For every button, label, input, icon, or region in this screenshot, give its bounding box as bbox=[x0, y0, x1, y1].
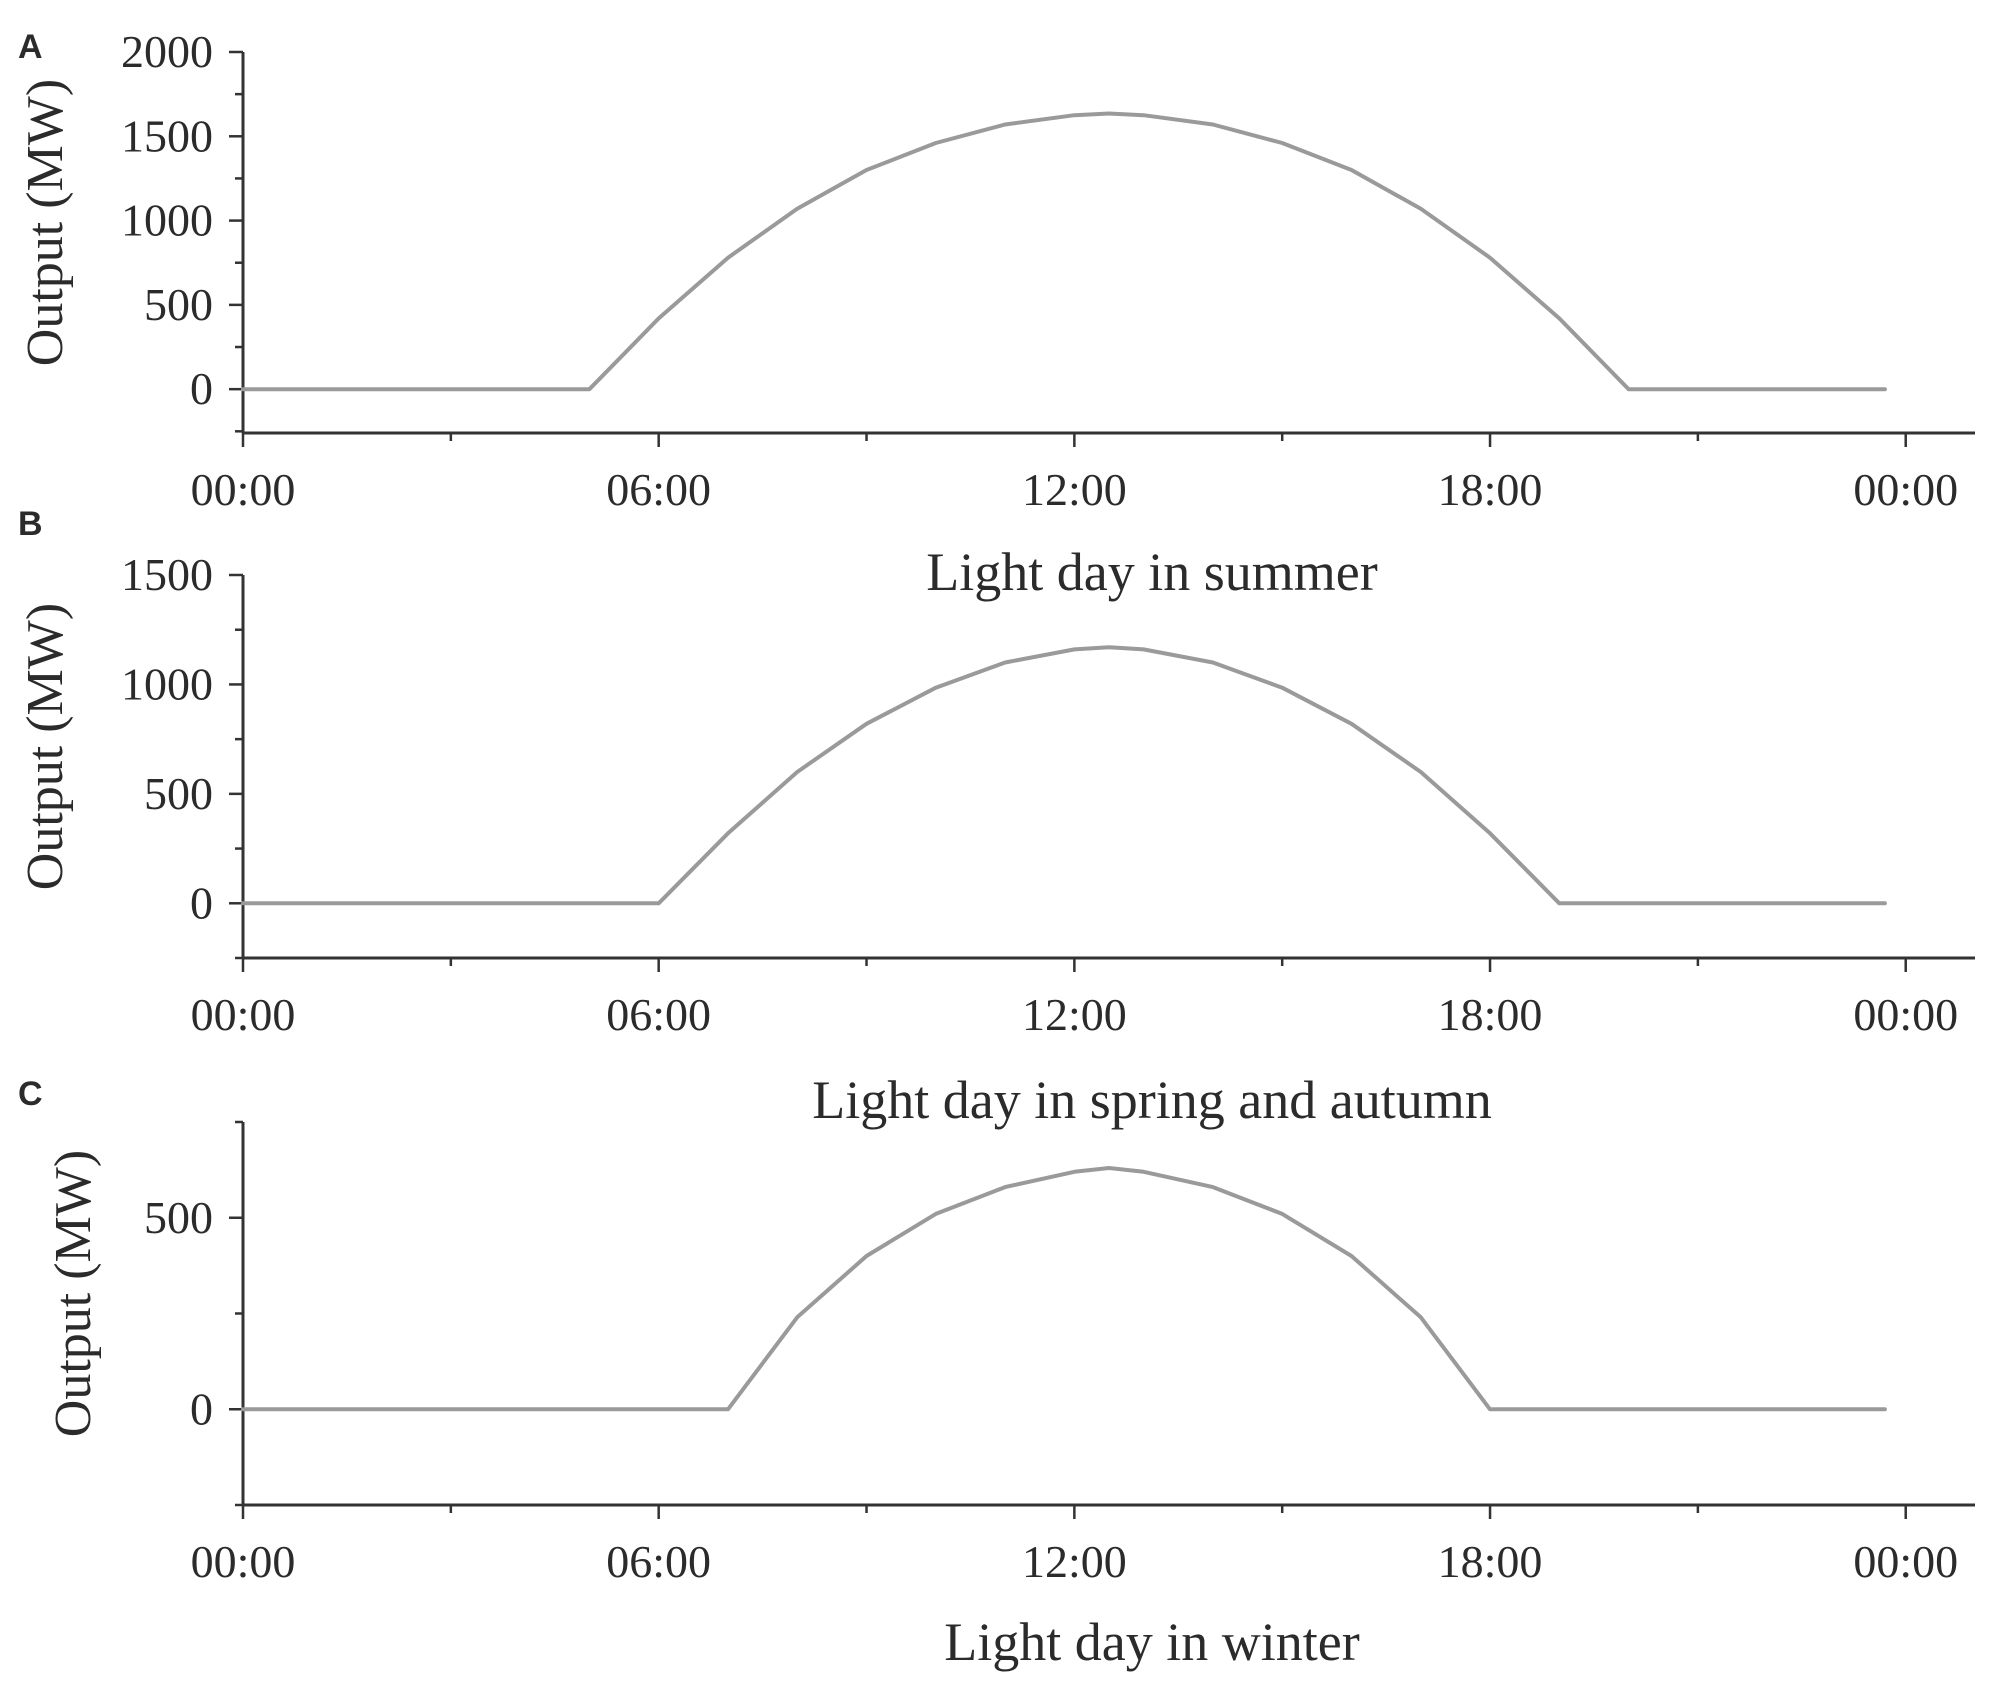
x-tick-label: 00:00 bbox=[1853, 464, 1958, 515]
y-tick-label: 0 bbox=[190, 363, 213, 414]
x-tick-label: 12:00 bbox=[1022, 989, 1127, 1040]
x-tick-label: 00:00 bbox=[191, 1536, 296, 1587]
x-tick-label: 18:00 bbox=[1438, 464, 1543, 515]
series-line bbox=[241, 111, 1887, 392]
y-axis-title: Output (MW) bbox=[45, 1150, 102, 1437]
y-axis-title: Output (MW) bbox=[17, 79, 74, 366]
y-tick-label: 2000 bbox=[121, 26, 213, 77]
x-tick-label: 00:00 bbox=[191, 989, 296, 1040]
y-tick-label: 1500 bbox=[121, 549, 213, 600]
chart-panel-a: A 0 500 1000 1500 2000 00:00 06:00 12:00 18:00 00:… bbox=[17, 26, 1975, 602]
y-tick-label: 0 bbox=[190, 1383, 213, 1434]
y-tick-label: 1500 bbox=[121, 110, 213, 161]
panel-label: C bbox=[18, 1075, 43, 1113]
chart-panel-c: C 0 500 00:00 06:00 12:00 18:00 00:00 Light day … bbox=[18, 1075, 1975, 1672]
x-tick-label: 12:00 bbox=[1022, 464, 1127, 515]
x-tick-label: 18:00 bbox=[1438, 1536, 1543, 1587]
x-axis-title: Light day in winter bbox=[944, 1612, 1359, 1672]
x-tick-label: 00:00 bbox=[191, 464, 296, 515]
y-tick-label: 500 bbox=[144, 279, 213, 330]
x-tick-label: 00:00 bbox=[1853, 1536, 1958, 1587]
x-axis-title: Light day in spring and autumn bbox=[812, 1070, 1491, 1130]
x-tick-label: 06:00 bbox=[606, 989, 711, 1040]
panel-label: A bbox=[18, 28, 43, 66]
y-tick-label: 1000 bbox=[121, 195, 213, 246]
x-axis-title: Light day in summer bbox=[926, 542, 1377, 602]
chart-panel-b: B 0 500 1000 1500 00:00 06:00 12:00 18:00 00:00 Li… bbox=[17, 505, 1975, 1130]
x-tick-label: 06:00 bbox=[606, 1536, 711, 1587]
x-tick-label: 00:00 bbox=[1853, 989, 1958, 1040]
y-axis-title: Output (MW) bbox=[17, 603, 74, 890]
y-tick-label: 500 bbox=[144, 768, 213, 819]
y-tick-label: 0 bbox=[190, 877, 213, 928]
panel-label: B bbox=[18, 505, 43, 543]
series-line bbox=[241, 645, 1887, 906]
y-tick-label: 1000 bbox=[121, 658, 213, 709]
x-tick-label: 18:00 bbox=[1438, 989, 1543, 1040]
y-tick-label: 500 bbox=[144, 1192, 213, 1243]
x-tick-label: 06:00 bbox=[606, 464, 711, 515]
series-line bbox=[241, 1166, 1887, 1412]
x-tick-label: 12:00 bbox=[1022, 1536, 1127, 1587]
